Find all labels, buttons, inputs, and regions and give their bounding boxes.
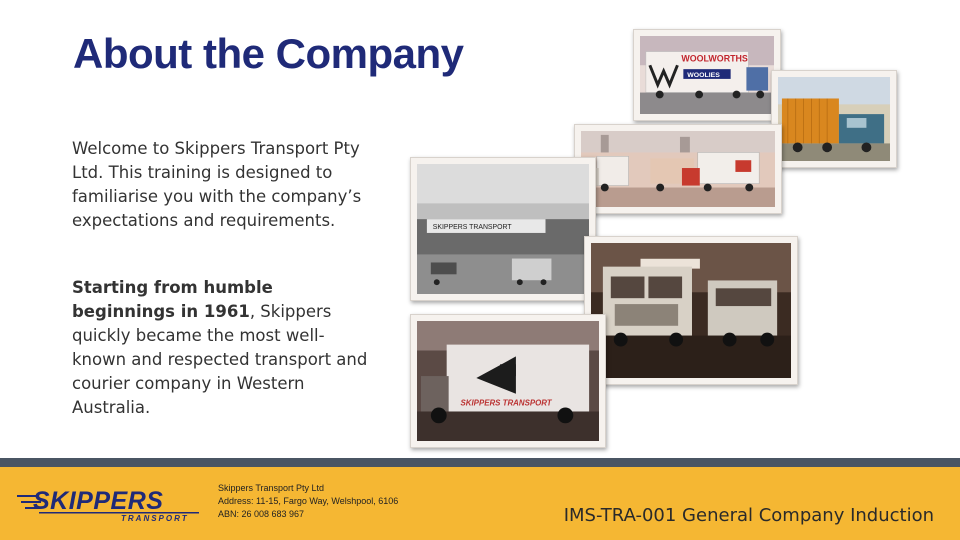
fleet-lineup-image xyxy=(581,131,775,207)
woolworths-truck-image: WOOLWORTHS WOOLIES xyxy=(640,36,774,114)
photo-vintage-trucks xyxy=(584,236,798,385)
logo-main-text: SKIPPERS xyxy=(33,487,163,515)
footer-divider xyxy=(0,458,960,467)
company-abn: ABN: 26 008 683 967 xyxy=(218,509,305,519)
company-name: Skippers Transport Pty Ltd xyxy=(218,483,325,493)
photo-woolworths-truck: WOOLWORTHS WOOLIES xyxy=(633,29,781,121)
slide-title: About the Company xyxy=(73,30,464,77)
woolies-sign-text: WOOLIES xyxy=(687,72,720,79)
depot-sign-text: SKIPPERS TRANSPORT xyxy=(433,224,513,231)
photo-skippers-van: SKIPPERS TRANSPORT xyxy=(410,314,606,448)
company-details: Skippers Transport Pty Ltd Address: 11-1… xyxy=(218,482,398,521)
history-text: , Skippers quickly became the most well-… xyxy=(72,302,368,417)
vintage-trucks-image xyxy=(591,243,791,378)
history-emphasis: Starting from humble beginnings in 1961 xyxy=(72,278,273,321)
depot-image: SKIPPERS TRANSPORT xyxy=(417,164,589,294)
van-sign-text: SKIPPERS TRANSPORT xyxy=(461,399,553,408)
skippers-logo: SKIPPERS TRANSPORT xyxy=(17,487,199,523)
skippers-van-image: SKIPPERS TRANSPORT xyxy=(417,321,599,441)
logo-sub-text: TRANSPORT xyxy=(121,514,189,523)
photo-fleet-lineup xyxy=(574,124,782,214)
container-truck-image xyxy=(778,77,890,161)
photo-container-truck xyxy=(771,70,897,168)
footer-bar xyxy=(0,467,960,540)
document-id: IMS-TRA-001 General Company Induction xyxy=(563,505,934,526)
history-paragraph: Starting from humble beginnings in 1961,… xyxy=(72,276,372,420)
intro-paragraph: Welcome to Skippers Transport Pty Ltd. T… xyxy=(72,139,362,230)
company-address: Address: 11-15, Fargo Way, Welshpool, 61… xyxy=(218,496,399,506)
woolworths-sign-text: WOOLWORTHS xyxy=(681,53,748,63)
photo-depot: SKIPPERS TRANSPORT xyxy=(410,157,596,301)
